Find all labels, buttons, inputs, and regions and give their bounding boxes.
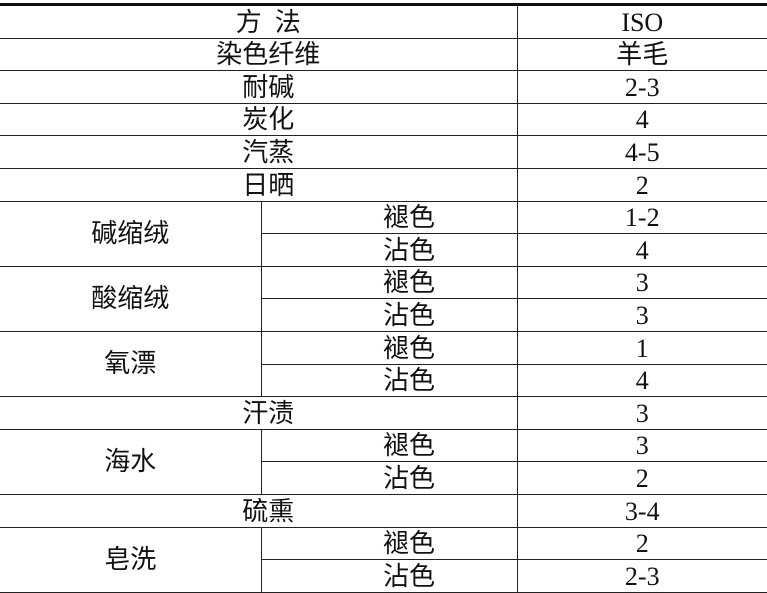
group-label: 碱缩绒: [0, 201, 261, 267]
row-value: 2: [516, 168, 767, 202]
row-value: 2: [516, 527, 767, 561]
group-label: 海水: [0, 429, 261, 495]
row-value: 4: [516, 103, 767, 137]
table-row: 耐碱 2-3: [0, 70, 767, 104]
row-value: 1: [516, 331, 767, 365]
row-value: 3-4: [516, 494, 767, 528]
table-row: 硫熏 3-4: [0, 494, 767, 528]
row-label: 硫熏: [0, 494, 518, 528]
group-label: 氧漂: [0, 331, 261, 398]
table-row: 炭化 4: [0, 103, 767, 137]
row-value: 4: [516, 233, 767, 267]
table-row: 碱缩绒 褪色 1-2: [0, 201, 767, 267]
sub-label: 褪色: [260, 331, 518, 365]
group-label: 皂洗: [0, 527, 261, 593]
row-label: 炭化: [0, 103, 518, 137]
fastness-table: 方 法 ISO 染色纤维 羊毛 耐碱 2-3 炭化 4 汽蒸 4-5 日晒 2 …: [0, 3, 767, 593]
table-row: 日晒 2: [0, 168, 767, 202]
table-row: 沾色 4: [0, 233, 767, 267]
header-row: 方 法 ISO: [0, 3, 767, 39]
row-value: 4-5: [516, 135, 767, 169]
table-row: 氧漂 褪色 1: [0, 331, 767, 398]
row-value: 羊毛: [516, 38, 767, 72]
row-value: 2-3: [516, 559, 767, 593]
sub-label: 沾色: [260, 364, 518, 398]
table-row: 沾色 4: [0, 364, 767, 398]
sub-label: 沾色: [260, 298, 518, 332]
row-value: 2: [516, 461, 767, 495]
sub-label: 沾色: [260, 233, 518, 267]
table-row: 沾色 2-3: [0, 559, 767, 593]
row-value: 3: [516, 298, 767, 332]
row-value: 2-3: [516, 70, 767, 104]
row-label: 汗渍: [0, 396, 518, 430]
sub-label: 沾色: [260, 461, 518, 495]
row-label: 日晒: [0, 168, 518, 202]
table-row: 海水 褪色 3: [0, 429, 767, 495]
table-row: 汗渍 3: [0, 396, 767, 430]
row-value: 3: [516, 429, 767, 463]
table-row: 汽蒸 4-5: [0, 135, 767, 169]
row-value: 3: [516, 266, 767, 300]
sub-label: 褪色: [260, 527, 518, 561]
row-label: 耐碱: [0, 70, 518, 104]
table-row: 皂洗 褪色 2: [0, 527, 767, 593]
table-row: 酸缩绒 褪色 3: [0, 266, 767, 332]
sub-label: 沾色: [260, 559, 518, 593]
sub-label: 褪色: [260, 429, 518, 463]
row-label: 染色纤维: [0, 38, 518, 72]
header-method: 方 法: [0, 3, 518, 39]
row-value: 1-2: [516, 201, 767, 235]
sub-label: 褪色: [260, 266, 518, 300]
table-row: 染色纤维 羊毛: [0, 38, 767, 72]
row-value: 4: [516, 364, 767, 398]
header-iso: ISO: [516, 3, 767, 39]
row-value: 3: [516, 396, 767, 430]
table-row: 沾色 3: [0, 298, 767, 332]
sub-label: 褪色: [260, 201, 518, 235]
group-label: 酸缩绒: [0, 266, 261, 332]
row-label: 汽蒸: [0, 135, 518, 169]
table-row: 沾色 2: [0, 461, 767, 495]
